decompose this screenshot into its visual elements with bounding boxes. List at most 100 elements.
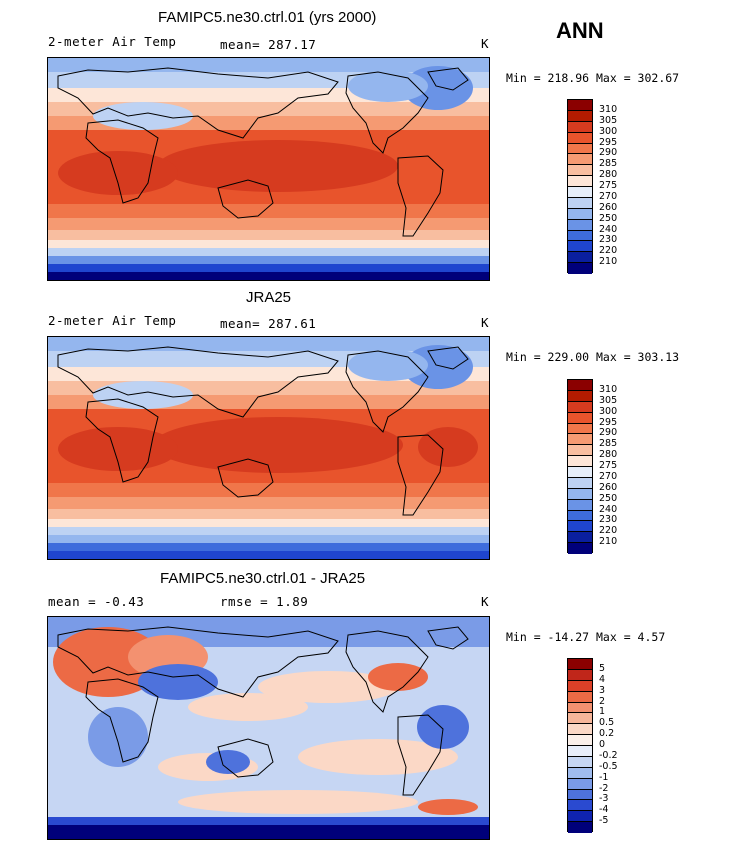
panel-title: FAMIPC5.ne30.ctrl.01 - JRA25 xyxy=(160,570,366,587)
colorbar-swatch xyxy=(568,800,592,812)
colorbar-swatch xyxy=(568,713,592,725)
colorbar-swatch xyxy=(568,252,592,264)
mean-label: mean = -0.43 xyxy=(48,594,145,609)
colorbar-swatch xyxy=(568,390,592,402)
colorbar-tick-label: 0.5 xyxy=(599,717,615,729)
colorbar-swatch xyxy=(568,477,592,489)
colorbar-tick-label: 240 xyxy=(599,503,618,515)
map-svg-reanalysis xyxy=(48,337,489,559)
colorbar-swatch xyxy=(568,187,592,198)
colorbar-tick-label: 210 xyxy=(599,256,618,268)
colorbar-tick-label: 260 xyxy=(599,201,618,213)
colorbar-tick-label: 4 xyxy=(599,673,606,685)
colorbar-tick-label: 285 xyxy=(599,158,618,170)
colorbar-swatch xyxy=(568,521,592,533)
colorbar-swatch xyxy=(568,263,592,274)
colorbar-swatch xyxy=(568,822,592,833)
colorbar-tick-label: 0.2 xyxy=(599,728,615,740)
colorbar-tick-label: 280 xyxy=(599,169,618,181)
colorbar-tick-label: -1 xyxy=(599,771,609,783)
colorbar-swatch xyxy=(568,735,592,746)
colorbar-tick-label: 290 xyxy=(599,147,618,159)
units-label: K xyxy=(481,594,490,609)
minmax-label: Min = -14.27 Max = 4.57 xyxy=(506,630,666,644)
colorbar-swatch xyxy=(568,230,592,242)
colorbar-swatch xyxy=(568,412,592,424)
colorbar-tick-label: 210 xyxy=(599,536,618,548)
colorbar-tick-label: 280 xyxy=(599,449,618,461)
temperature-map xyxy=(47,336,490,560)
colorbar xyxy=(567,658,593,833)
colorbar-swatch xyxy=(568,724,592,736)
difference-map xyxy=(47,616,490,840)
colorbar-tick-label: 290 xyxy=(599,427,618,439)
colorbar-tick-label: 220 xyxy=(599,245,618,257)
colorbar-tick-label: -5 xyxy=(599,815,609,827)
mean-label: mean= 287.61 xyxy=(220,316,317,331)
colorbar-tick-label: 230 xyxy=(599,514,618,526)
colorbar-tick-label: 310 xyxy=(599,383,618,395)
colorbar-swatch xyxy=(568,691,592,703)
colorbar-swatch xyxy=(568,543,592,554)
colorbar-tick-label: 240 xyxy=(599,223,618,235)
minmax-label: Min = 218.96 Max = 302.67 xyxy=(506,71,680,85)
colorbar-swatch xyxy=(568,789,592,801)
colorbar-swatch xyxy=(568,241,592,253)
colorbar-swatch xyxy=(568,669,592,681)
colorbar-tick-label: -0.5 xyxy=(599,760,618,772)
colorbar-tick-label: 305 xyxy=(599,394,618,406)
colorbar-tick-label: 230 xyxy=(599,234,618,246)
colorbar-tick-label: 295 xyxy=(599,416,618,428)
colorbar-tick-label: 310 xyxy=(599,103,618,115)
colorbar-tick-label: 1 xyxy=(599,706,606,718)
colorbar-swatch xyxy=(568,121,592,133)
mean-label: mean= 287.17 xyxy=(220,37,317,52)
colorbar-swatch xyxy=(568,756,592,768)
map-svg-model xyxy=(48,58,489,280)
colorbar-swatch xyxy=(568,680,592,692)
colorbar-tick-label: -3 xyxy=(599,793,609,805)
colorbar-swatch xyxy=(568,401,592,413)
colorbar-tick-label: 250 xyxy=(599,212,618,224)
colorbar-swatch xyxy=(568,154,592,166)
colorbar-swatch xyxy=(568,176,592,187)
colorbar xyxy=(567,379,593,554)
colorbar-tick-label: 270 xyxy=(599,470,618,482)
colorbar-swatch xyxy=(568,510,592,522)
colorbar-tick-label: 260 xyxy=(599,481,618,493)
temperature-map xyxy=(47,57,490,281)
colorbar-tick-label: 5 xyxy=(599,662,606,674)
colorbar-swatch xyxy=(568,380,592,391)
colorbar xyxy=(567,99,593,274)
colorbar-swatch xyxy=(568,197,592,209)
colorbar-swatch xyxy=(568,811,592,823)
colorbar-swatch xyxy=(568,767,592,779)
colorbar-swatch xyxy=(568,778,592,790)
colorbar-swatch xyxy=(568,219,592,231)
colorbar-tick-label: 305 xyxy=(599,114,618,126)
colorbar-tick-label: 250 xyxy=(599,492,618,504)
colorbar-swatch xyxy=(568,423,592,435)
panel-title: FAMIPC5.ne30.ctrl.01 (yrs 2000) xyxy=(158,9,377,26)
colorbar-swatch xyxy=(568,100,592,111)
units-label: K xyxy=(481,36,490,51)
variable-label: 2-meter Air Temp xyxy=(48,34,177,49)
colorbar-tick-label: -2 xyxy=(599,782,609,794)
colorbar-swatch xyxy=(568,746,592,757)
colorbar-tick-label: 300 xyxy=(599,405,618,417)
panel-title: JRA25 xyxy=(246,289,292,306)
minmax-label: Min = 229.00 Max = 303.13 xyxy=(506,350,680,364)
season-label: ANN xyxy=(556,18,604,43)
colorbar-tick-label: -4 xyxy=(599,804,609,816)
colorbar-swatch xyxy=(568,445,592,457)
colorbar-tick-label: 275 xyxy=(599,460,618,471)
colorbar-swatch xyxy=(568,456,592,467)
colorbar-swatch xyxy=(568,208,592,220)
colorbar-tick-label: -0.2 xyxy=(599,749,618,761)
colorbar-tick-label: 220 xyxy=(599,525,618,537)
colorbar-swatch xyxy=(568,110,592,122)
colorbar-tick-label: 300 xyxy=(599,125,618,137)
colorbar-swatch xyxy=(568,434,592,446)
colorbar-tick-label: 270 xyxy=(599,190,618,202)
variable-label: 2-meter Air Temp xyxy=(48,313,177,328)
